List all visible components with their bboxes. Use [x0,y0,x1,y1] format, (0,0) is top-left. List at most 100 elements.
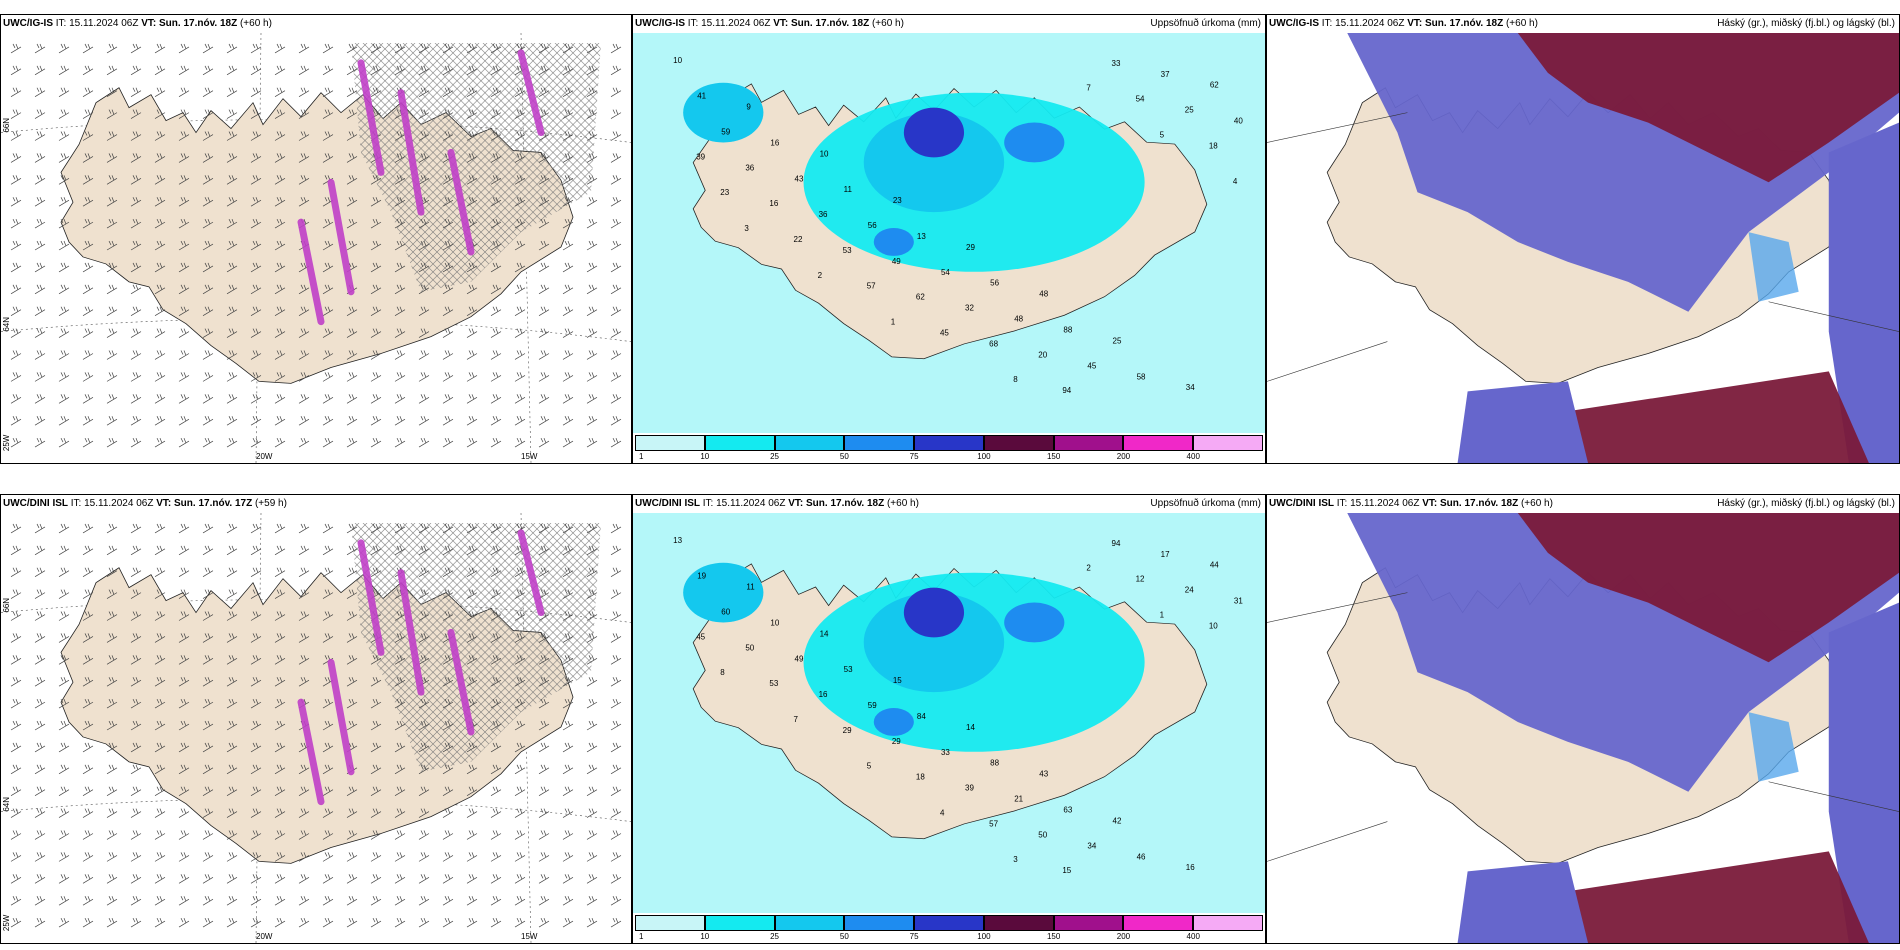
lead-time: (+59 h) [254,498,287,509]
precip-value: 50 [745,643,754,652]
precip-value: 25 [1113,336,1122,345]
precip-value: 53 [769,679,778,688]
precip-value: 25 [1185,106,1194,115]
precip-value: 18 [1209,141,1218,150]
panel-header: UWC/DINI ISL IT: 15.11.2024 06Z VT: Sun.… [635,497,1261,513]
map-title: Háský (gr.), miðský (fj.bl.) og lágský (… [1717,18,1895,29]
colorbar-swatch [914,915,984,931]
colorbar: 1 10 25 50 75 100 150 200 400 [635,435,1263,461]
lead-time: (+60 h) [1505,18,1538,29]
map-axis-label: 64N [2,317,11,332]
precip-value: 10 [673,56,682,65]
precip-value: 62 [916,293,925,302]
initial-time: 15.11.2024 06Z [69,18,139,29]
colorbar-swatch [704,435,775,451]
map-axis-label: 66N [2,598,11,613]
colorbar-swatch [1193,435,1263,451]
precip-value: 94 [1112,539,1121,548]
colorbar-swatch [774,915,845,931]
precip-value: 53 [843,246,852,255]
precip-value: 94 [1062,386,1071,395]
precip-value: 45 [940,329,949,338]
precip-value: 16 [770,138,779,147]
map-title: Háský (gr.), miðský (fj.bl.) og lágský (… [1717,498,1895,509]
wind-map: 66N 64N 25W 20W 15W [1,513,631,943]
precip-value: 33 [1112,59,1121,68]
precip-value: 19 [697,572,706,581]
precip-value: 22 [794,235,803,244]
precip-value: 10 [820,149,829,158]
precip-value: 33 [941,748,950,757]
model-name: UWC/DINI ISL [3,498,68,509]
precip-value: 63 [1063,806,1072,815]
colorbar-tick: 400 [1186,452,1200,461]
precip-value: 58 [1137,372,1146,381]
precip-value: 34 [1087,841,1096,850]
map-axis-label: 25W [2,914,11,931]
colorbar-tick: 50 [839,932,849,941]
precip-value: 62 [1210,81,1219,90]
panel-header: UWC/DINI ISL IT: 15.11.2024 06Z VT: Sun.… [3,497,627,513]
colorbar-tick: 25 [770,932,779,941]
precip-value: 8 [720,668,725,677]
precip-value: 17 [1161,550,1170,559]
model-name: UWC/IG-IS [3,18,53,29]
precip-value: 56 [990,279,999,288]
precip-value: 54 [1136,95,1145,104]
model-name: UWC/DINI ISL [635,498,700,509]
lead-time: (+60 h) [871,18,904,29]
map-axis-label: 64N [2,797,11,812]
precip-value: 34 [1186,383,1195,392]
colorbar-swatch [1123,915,1194,931]
colorbar-tick: 25 [770,452,779,461]
precip-value: 16 [1186,863,1195,872]
precip-value: 29 [843,726,852,735]
panel-top-right: UWC/IG-IS IT: 15.11.2024 06Z VT: Sun. 17… [1266,14,1900,464]
precip-value: 7 [794,715,799,724]
lead-time: (+60 h) [239,18,272,29]
colorbar-tick: 10 [700,452,710,461]
precip-value: 84 [917,712,926,721]
panel-header: UWC/DINI ISL IT: 15.11.2024 06Z VT: Sun.… [1269,497,1895,513]
precip-value: 21 [1014,795,1023,804]
precip-value: 3 [1013,855,1018,864]
colorbar-swatch [844,915,915,931]
precip-value: 57 [867,282,876,291]
precip-value: 88 [1063,326,1072,335]
precip-value: 39 [965,784,974,793]
valid-time: Sun. 17.nóv. 18Z [1425,18,1504,29]
colorbar-swatch [774,435,845,451]
precip-value: 40 [1234,117,1243,126]
colorbar-tick: 10 [700,932,710,941]
precip-value: 23 [893,196,902,205]
precip-map: 10 9 10 23 29 48 25 34 41 16 11 13 56 88 58 62 59 43 56 54 4… [633,33,1265,433]
colorbar: 1 10 25 50 75 100 150 200 400 [635,915,1263,941]
precip-value: 45 [1087,361,1096,370]
lead-time: (+60 h) [1520,498,1553,509]
precip-value: 36 [745,163,754,172]
precip-value: 4 [940,809,945,818]
precip-value: 15 [1062,866,1071,875]
valid-time: Sun. 17.nóv. 17Z [174,498,253,509]
valid-time: Sun. 17.nóv. 18Z [791,18,870,29]
initial-time: 15.11.2024 06Z [1350,498,1420,509]
colorbar-swatch [983,915,1054,931]
precip-value: 43 [795,174,804,183]
precip-value: 5 [867,762,872,771]
precip-value: 39 [696,152,705,161]
precip-value: 59 [721,128,730,137]
precip-value: 18 [916,773,925,782]
precip-value: 49 [892,257,901,266]
panel-top-left: UWC/IG-IS IT: 15.11.2024 06Z VT: Sun. 17… [0,14,632,464]
colorbar-tick: 100 [977,932,991,941]
colorbar-tick: 1 [639,932,644,941]
precip-value: 37 [1161,70,1170,79]
valid-time: Sun. 17.nóv. 18Z [806,498,885,509]
precip-value: 44 [1210,561,1219,570]
precip-value: 16 [819,690,828,699]
map-axis-label: 20W [256,452,273,461]
precip-value: 10 [770,618,779,627]
precip-value: 42 [1113,816,1122,825]
precip-value: 7 [1086,84,1091,93]
colorbar-swatch [844,435,915,451]
